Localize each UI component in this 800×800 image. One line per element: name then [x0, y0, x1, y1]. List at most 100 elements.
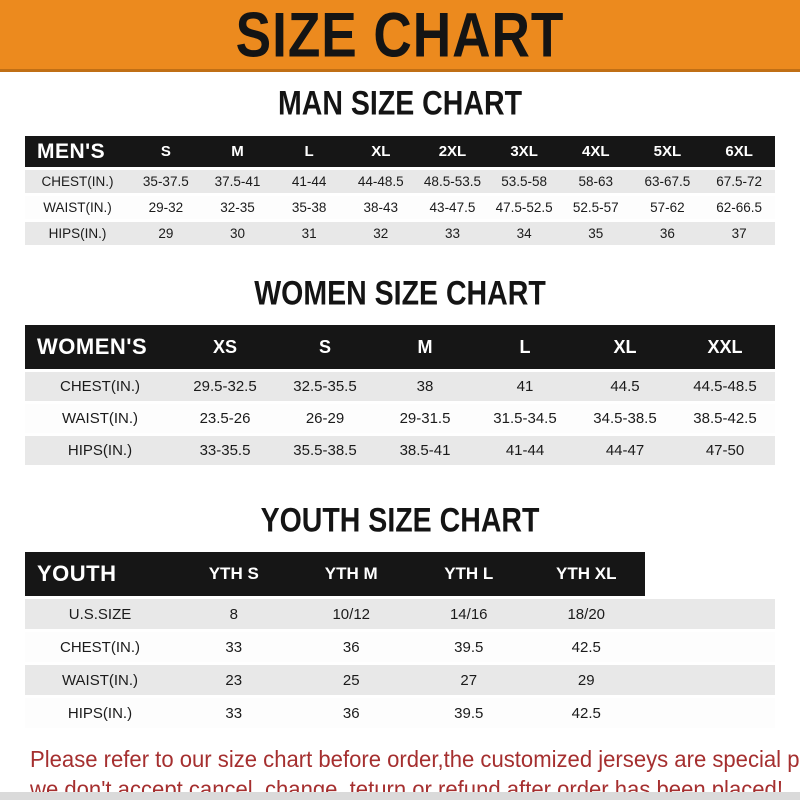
row-label: U.S.SIZE: [25, 599, 175, 629]
size-value-cell: 23: [175, 665, 293, 695]
row-filler: [645, 665, 775, 695]
size-value-cell: 36: [631, 222, 704, 245]
size-value-cell: 44-47: [575, 436, 675, 465]
banner: SIZE CHART: [0, 0, 800, 72]
size-value-cell: 39.5: [410, 698, 528, 728]
size-column-header: YTH S: [175, 552, 293, 596]
size-value-cell: 38.5-41: [375, 436, 475, 465]
size-value-cell: 37: [703, 222, 775, 245]
size-value-cell: 10/12: [292, 599, 410, 629]
size-value-cell: 52.5-57: [559, 196, 632, 219]
page-title: SIZE CHART: [235, 0, 565, 70]
size-column-header: XL: [344, 136, 417, 167]
size-value-cell: 27: [410, 665, 528, 695]
size-value-cell: 29: [130, 222, 202, 245]
size-value-cell: 35-37.5: [130, 170, 202, 193]
women-section-heading: WOMEN SIZE CHART: [254, 273, 546, 313]
size-value-cell: 42.5: [527, 632, 645, 662]
size-value-cell: 33-35.5: [175, 436, 275, 465]
size-value-cell: 14/16: [410, 599, 528, 629]
size-value-cell: 32.5-35.5: [275, 372, 375, 401]
youth-corner-label: YOUTH: [25, 552, 175, 596]
size-value-cell: 29-31.5: [375, 404, 475, 433]
size-value-cell: 38-43: [344, 196, 417, 219]
size-value-cell: 18/20: [527, 599, 645, 629]
size-value-cell: 44.5-48.5: [675, 372, 775, 401]
size-value-cell: 29.5-32.5: [175, 372, 275, 401]
size-column-header: M: [201, 136, 274, 167]
size-column-header: XXL: [675, 325, 775, 369]
size-value-cell: 42.5: [527, 698, 645, 728]
size-column-header: S: [275, 325, 375, 369]
size-value-cell: 44.5: [575, 372, 675, 401]
women-size-table: WOMEN'S XS S M L XL XXL CHEST(IN.) 29.5-32.5 32.5…: [25, 322, 775, 468]
size-value-cell: 58-63: [559, 170, 632, 193]
size-value-cell: 53.5-58: [488, 170, 560, 193]
disclaimer: Please refer to our size chart before or…: [0, 744, 800, 800]
size-value-cell: 47.5-52.5: [488, 196, 560, 219]
size-value-cell: 37.5-41: [201, 170, 274, 193]
size-value-cell: 34: [488, 222, 560, 245]
table-row: WAIST(IN.) 23.5-26 26-29 29-31.5 31.5-34.5 34…: [25, 404, 775, 433]
size-value-cell: 62-66.5: [703, 196, 775, 219]
size-column-header: L: [475, 325, 575, 369]
row-label: HIPS(IN.): [25, 436, 175, 465]
disclaimer-line-1: Please refer to our size chart before or…: [30, 746, 800, 772]
size-value-cell: 41: [475, 372, 575, 401]
youth-header-row: YOUTH YTH S YTH M YTH L YTH XL: [25, 552, 775, 596]
table-row: HIPS(IN.) 29 30 31 32 33 34 35 36 37: [25, 222, 775, 245]
row-filler: [645, 632, 775, 662]
size-value-cell: 41-44: [273, 170, 345, 193]
row-label: CHEST(IN.): [25, 372, 175, 401]
size-column-header: YTH XL: [527, 552, 645, 596]
table-row: WAIST(IN.) 23 25 27 29: [25, 665, 775, 695]
section-men: MAN SIZE CHART MEN'S S M L XL 2XL 3XL 4XL 5XL 6XL…: [0, 72, 800, 248]
size-value-cell: 38.5-42.5: [675, 404, 775, 433]
size-value-cell: 33: [416, 222, 489, 245]
size-value-cell: 33: [175, 632, 293, 662]
size-value-cell: 33: [175, 698, 293, 728]
row-label: HIPS(IN.): [25, 698, 175, 728]
size-value-cell: 67.5-72: [703, 170, 775, 193]
size-column-header: YTH L: [410, 552, 528, 596]
size-value-cell: 36: [292, 698, 410, 728]
row-label: CHEST(IN.): [25, 170, 130, 193]
size-value-cell: 63-67.5: [631, 170, 704, 193]
size-column-header: 3XL: [488, 136, 560, 167]
size-value-cell: 35: [559, 222, 632, 245]
men-corner-label: MEN'S: [25, 136, 130, 167]
row-label: CHEST(IN.): [25, 632, 175, 662]
youth-size-table: YOUTH YTH S YTH M YTH L YTH XL U.S.SIZE 8 10/12…: [25, 549, 775, 731]
section-youth: YOUTH SIZE CHART YOUTH YTH S YTH M YTH L YTH…: [0, 468, 800, 731]
size-value-cell: 38: [375, 372, 475, 401]
size-value-cell: 47-50: [675, 436, 775, 465]
table-row: CHEST(IN.) 33 36 39.5 42.5: [25, 632, 775, 662]
size-value-cell: 34.5-38.5: [575, 404, 675, 433]
size-value-cell: 32: [344, 222, 417, 245]
size-value-cell: 44-48.5: [344, 170, 417, 193]
size-value-cell: 57-62: [631, 196, 704, 219]
size-column-header: L: [273, 136, 345, 167]
size-column-header: 6XL: [703, 136, 775, 167]
size-value-cell: 39.5: [410, 632, 528, 662]
table-row: HIPS(IN.) 33 36 39.5 42.5: [25, 698, 775, 728]
size-column-header: XL: [575, 325, 675, 369]
size-value-cell: 43-47.5: [416, 196, 489, 219]
bottom-edge-strip: [0, 792, 800, 800]
size-value-cell: 32-35: [201, 196, 274, 219]
row-filler: [645, 599, 775, 629]
size-value-cell: 23.5-26: [175, 404, 275, 433]
youth-section-heading: YOUTH SIZE CHART: [260, 500, 540, 540]
women-corner-label: WOMEN'S: [25, 325, 175, 369]
size-value-cell: 8: [175, 599, 293, 629]
size-value-cell: 36: [292, 632, 410, 662]
table-row: U.S.SIZE 8 10/12 14/16 18/20: [25, 599, 775, 629]
size-column-header: YTH M: [292, 552, 410, 596]
size-value-cell: 26-29: [275, 404, 375, 433]
row-label: WAIST(IN.): [25, 196, 130, 219]
header-filler: [645, 552, 775, 596]
size-column-header: 2XL: [416, 136, 489, 167]
size-value-cell: 48.5-53.5: [416, 170, 489, 193]
size-value-cell: 31.5-34.5: [475, 404, 575, 433]
